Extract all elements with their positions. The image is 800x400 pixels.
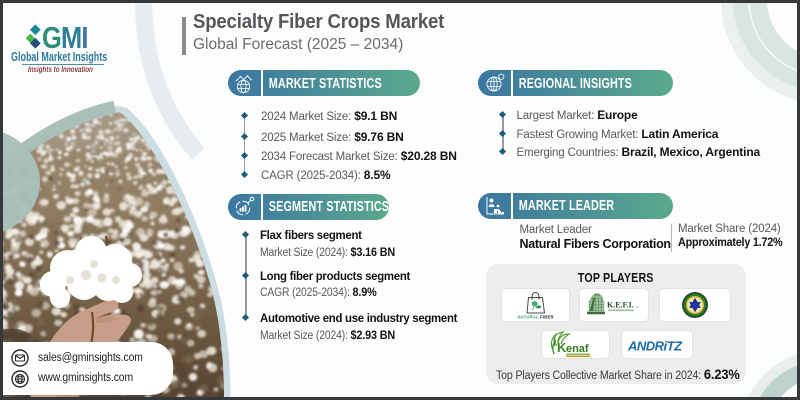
svg-text:K.E.F.I.: K.E.F.I. <box>607 301 634 310</box>
svg-text:ANDRiTZ: ANDRiTZ <box>627 339 683 354</box>
svg-text:K: K <box>557 340 567 355</box>
svg-text:NATURAL FIBER: NATURAL FIBER <box>517 315 553 320</box>
svg-text:enaf: enaf <box>566 343 589 355</box>
svg-text:...: ... <box>636 304 639 309</box>
